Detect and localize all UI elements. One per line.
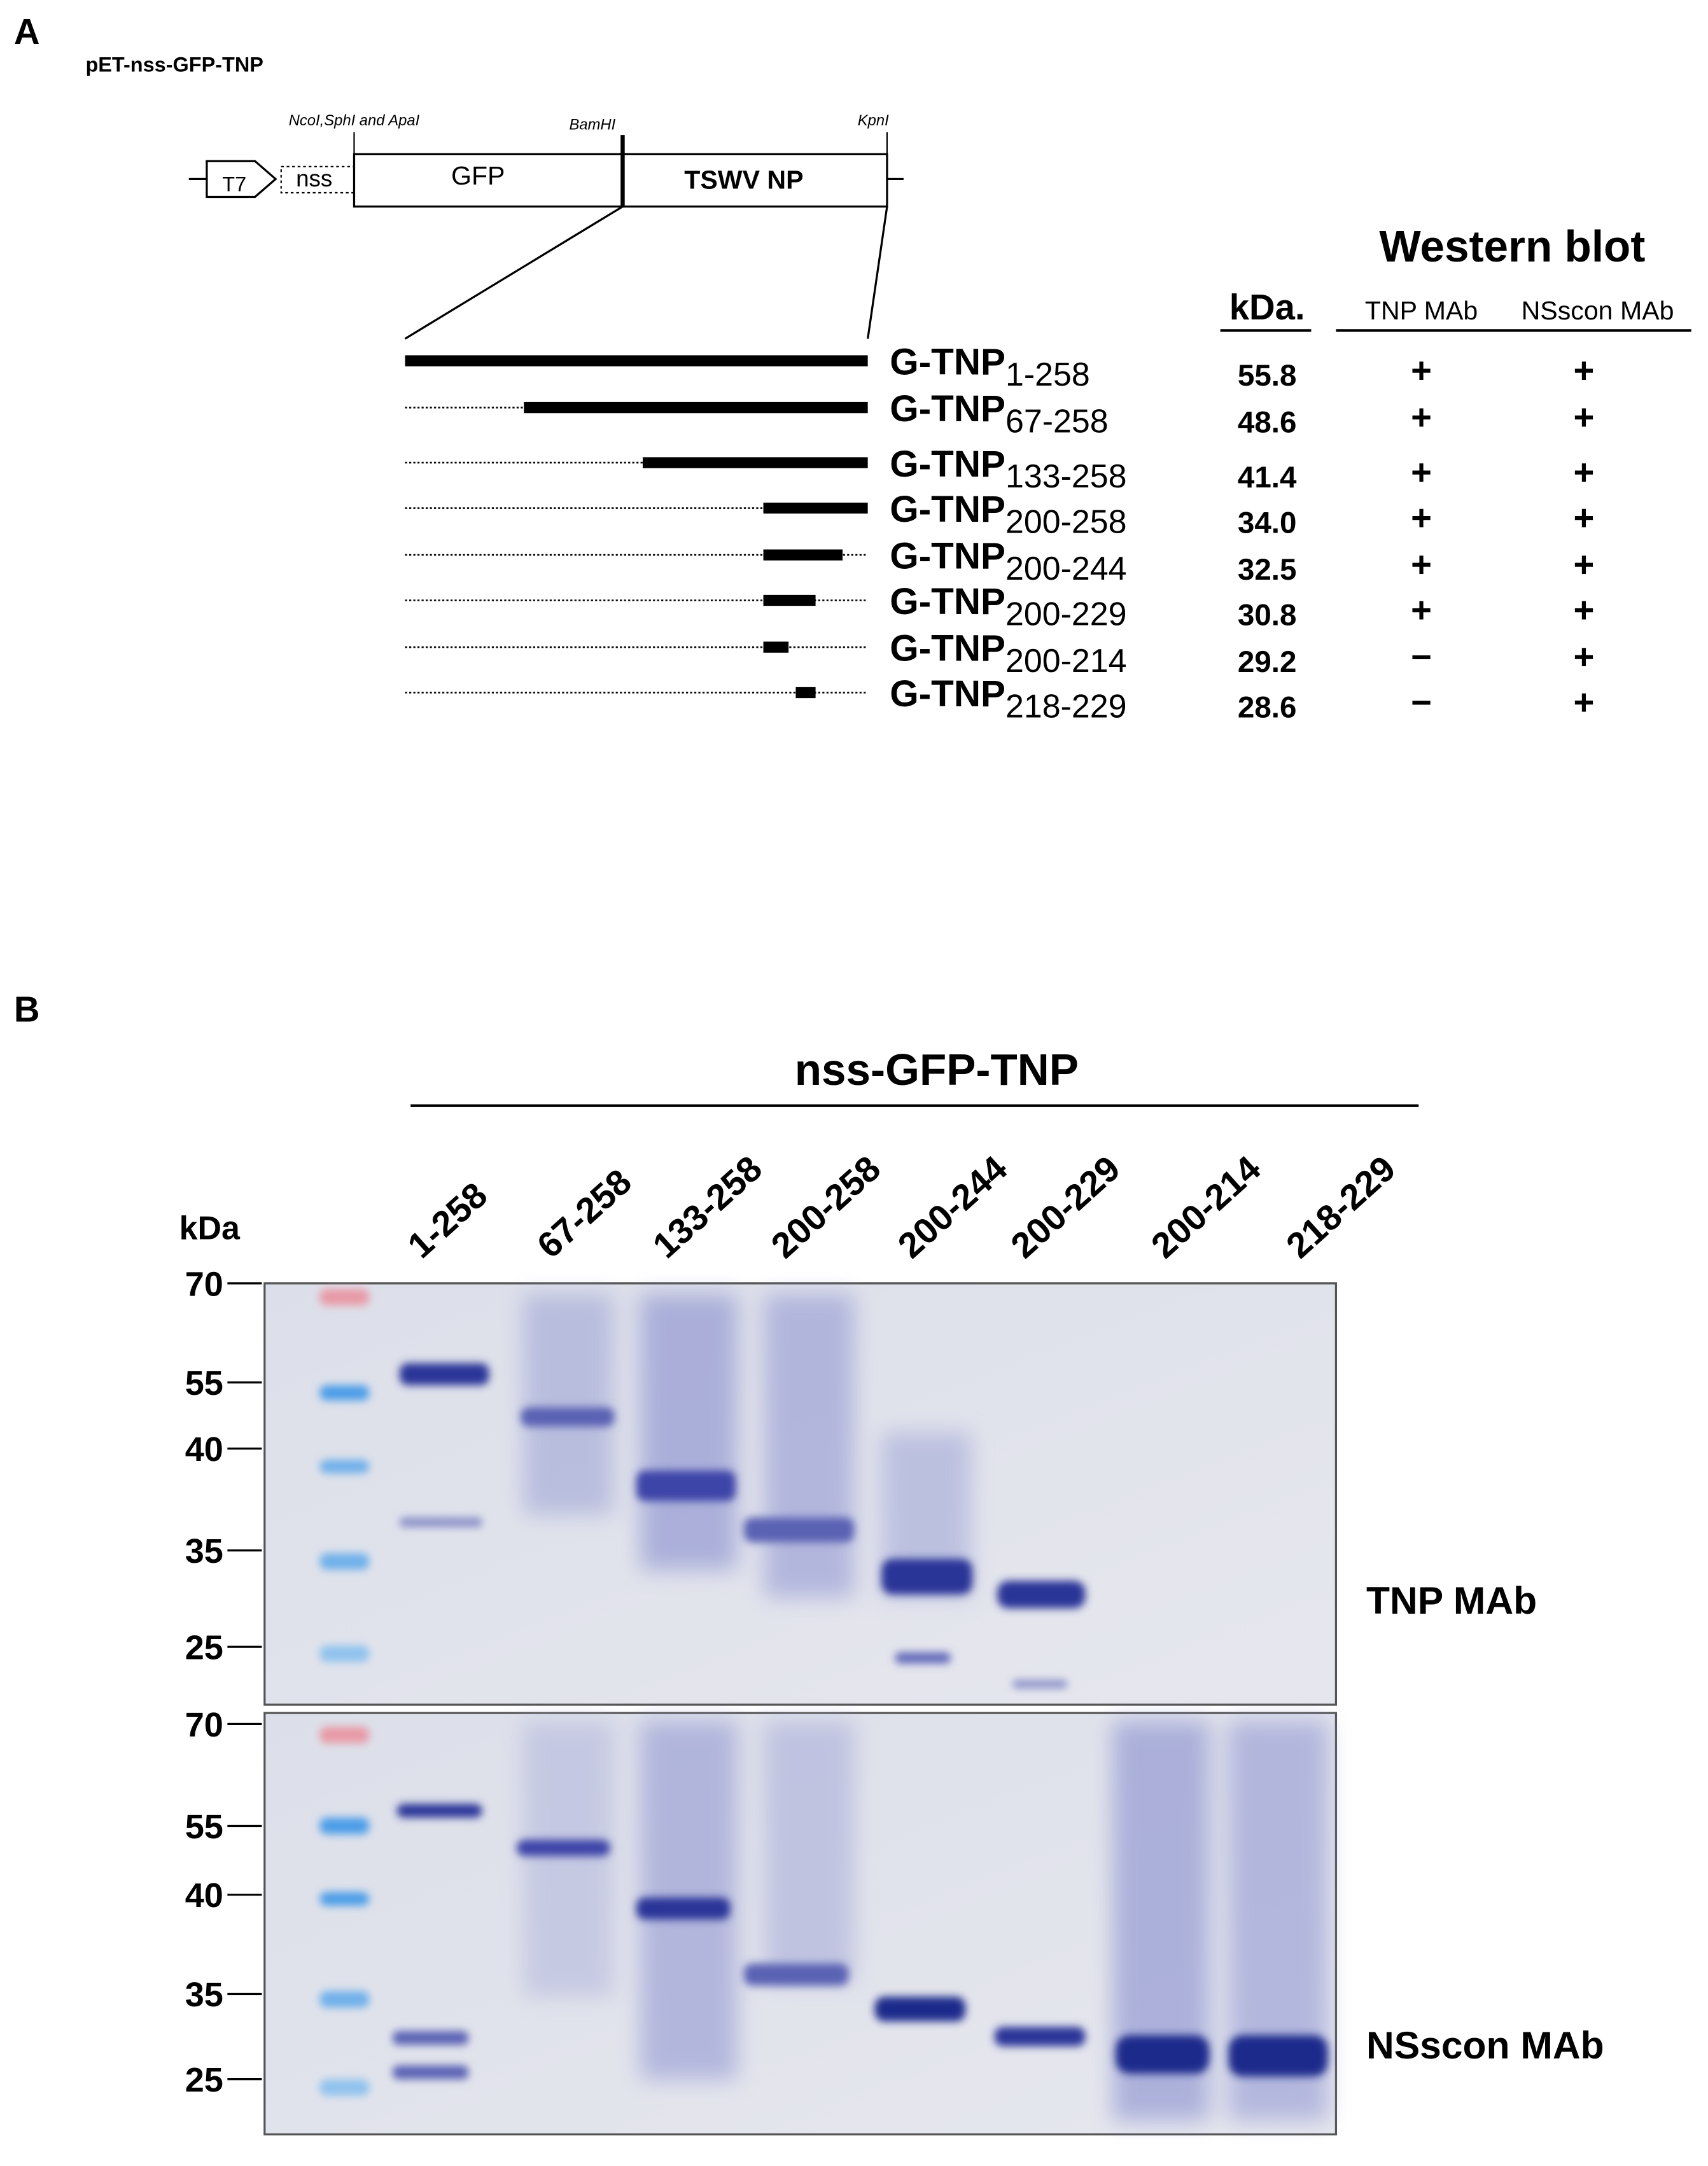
construct-name: G-TNP200-214 [890, 628, 1126, 680]
tnp-result: + [1411, 452, 1432, 493]
marker-label: 35 [185, 1532, 223, 1570]
marker-label: 40 [185, 1430, 223, 1469]
lane-label: 67-258 [529, 1161, 639, 1266]
construct-name: G-TNP [890, 536, 1005, 577]
kda-value: 55.8 [1238, 359, 1297, 393]
construct-name: G-TNP218-229 [890, 673, 1126, 725]
tnp-result: + [1411, 498, 1432, 538]
marker-label: 25 [185, 2061, 223, 2099]
site-label: KpnI [858, 112, 889, 129]
blot-label: NSscon MAb [1366, 2023, 1604, 2067]
plasmid-title: pET-nss-GFP-TNP [85, 53, 263, 76]
site-label: BamHI [569, 116, 615, 133]
nsscon-result: + [1573, 351, 1594, 391]
kda-value: 34.0 [1238, 506, 1297, 540]
promoter-label: T7 [222, 173, 246, 196]
construct-range: 200-258 [1005, 503, 1127, 540]
nsscon-result: + [1573, 545, 1594, 585]
construct-name: G-TNP200-229 [890, 581, 1126, 632]
kda-value: 32.5 [1238, 553, 1297, 587]
kda-value: 48.6 [1238, 406, 1297, 440]
zoom-line [404, 206, 624, 340]
tnp-result: + [1411, 590, 1432, 630]
marker-label: 55 [185, 1808, 223, 1846]
nsscon-result: + [1573, 397, 1594, 437]
lane-label: 200-229 [1003, 1148, 1128, 1266]
kda-value: 30.8 [1238, 598, 1297, 632]
kda-value: 41.4 [1238, 461, 1297, 494]
marker-label: 40 [185, 1876, 223, 1915]
nsscon-result: + [1573, 498, 1594, 538]
construct-name: G-TNP [890, 388, 1005, 430]
gfp-label: GFP [451, 161, 505, 190]
panel-label: A [14, 11, 40, 52]
antibody-header: TNP MAb [1365, 296, 1478, 325]
antibody-header: NSscon MAb [1522, 296, 1674, 325]
tnp-result: − [1411, 682, 1432, 722]
gel-tnp [263, 1282, 1338, 1706]
site-label: NcoI,SphI and ApaI [289, 112, 420, 129]
construct-name: G-TNP [890, 342, 1005, 383]
nsscon-result: + [1573, 590, 1594, 630]
construct-name: G-TNP [890, 581, 1005, 622]
nsscon-result: + [1573, 637, 1594, 677]
nsscon-result: + [1573, 682, 1594, 722]
construct-name: G-TNP [890, 673, 1005, 715]
marker-label: 70 [185, 1706, 223, 1744]
tnp-result: − [1411, 637, 1432, 677]
construct-name: G-TNP [890, 628, 1005, 669]
construct-range: 67-258 [1005, 403, 1109, 440]
construct-range: 1-258 [1005, 356, 1090, 393]
group-label: nss-GFP-TNP [795, 1045, 1079, 1094]
construct-name: G-TNP133-258 [890, 444, 1126, 495]
panel-label: B [14, 989, 40, 1030]
smears [523, 1294, 971, 1598]
nsscon-result: + [1573, 452, 1594, 493]
construct-range: 200-229 [1005, 596, 1127, 632]
construct-range: 133-258 [1005, 458, 1127, 495]
tnp-result: + [1411, 351, 1432, 391]
lane-label: 200-244 [890, 1148, 1015, 1266]
gel-nsscon [263, 1712, 1338, 2135]
kda-header: kDa. [1229, 287, 1305, 327]
construct-name: G-TNP1-258 [890, 342, 1090, 393]
lane-label: 133-258 [645, 1148, 770, 1266]
blot-label: TNP MAb [1366, 1579, 1537, 1622]
lane-label: 200-214 [1144, 1148, 1268, 1266]
marker-label: 70 [185, 1265, 223, 1303]
kda-value: 28.6 [1238, 690, 1297, 724]
marker-label: 25 [185, 1629, 223, 1667]
construct-range: 200-244 [1005, 550, 1127, 587]
marker-scales: 70 55 40 35 25 70 55 40 35 25 [185, 1265, 262, 2099]
lane-label: 1-258 [400, 1175, 494, 1266]
bands [319, 1289, 1086, 1689]
tnp-result: + [1411, 545, 1432, 585]
insert-label: TSWV NP [684, 165, 803, 194]
construct-name: G-TNP200-258 [890, 489, 1126, 540]
kda-label: kDa [179, 1210, 241, 1247]
lane-label: 200-258 [764, 1148, 888, 1266]
signal-label: nss [296, 165, 332, 192]
plasmid-map [188, 132, 904, 340]
construct-name: G-TNP [890, 489, 1005, 530]
construct-name: G-TNP67-258 [890, 388, 1108, 440]
construct-list: G-TNP1-258 55.8 + +G-TNP67-258 48.6 + +G-TNP13… [405, 342, 1594, 725]
t7-promoter [206, 160, 277, 199]
bands [319, 1726, 1328, 2096]
lane-label: 218-229 [1278, 1148, 1403, 1266]
construct-name: G-TNP [890, 444, 1005, 485]
kda-value: 29.2 [1238, 645, 1297, 679]
construct-range: 200-214 [1005, 643, 1127, 680]
table-title: Western blot [1379, 221, 1645, 271]
zoom-line [867, 206, 888, 339]
marker-label: 55 [185, 1364, 223, 1402]
construct-range: 218-229 [1005, 688, 1127, 725]
construct-name: G-TNP200-244 [890, 536, 1126, 587]
marker-label: 35 [185, 1976, 223, 2014]
tnp-result: + [1411, 397, 1432, 437]
